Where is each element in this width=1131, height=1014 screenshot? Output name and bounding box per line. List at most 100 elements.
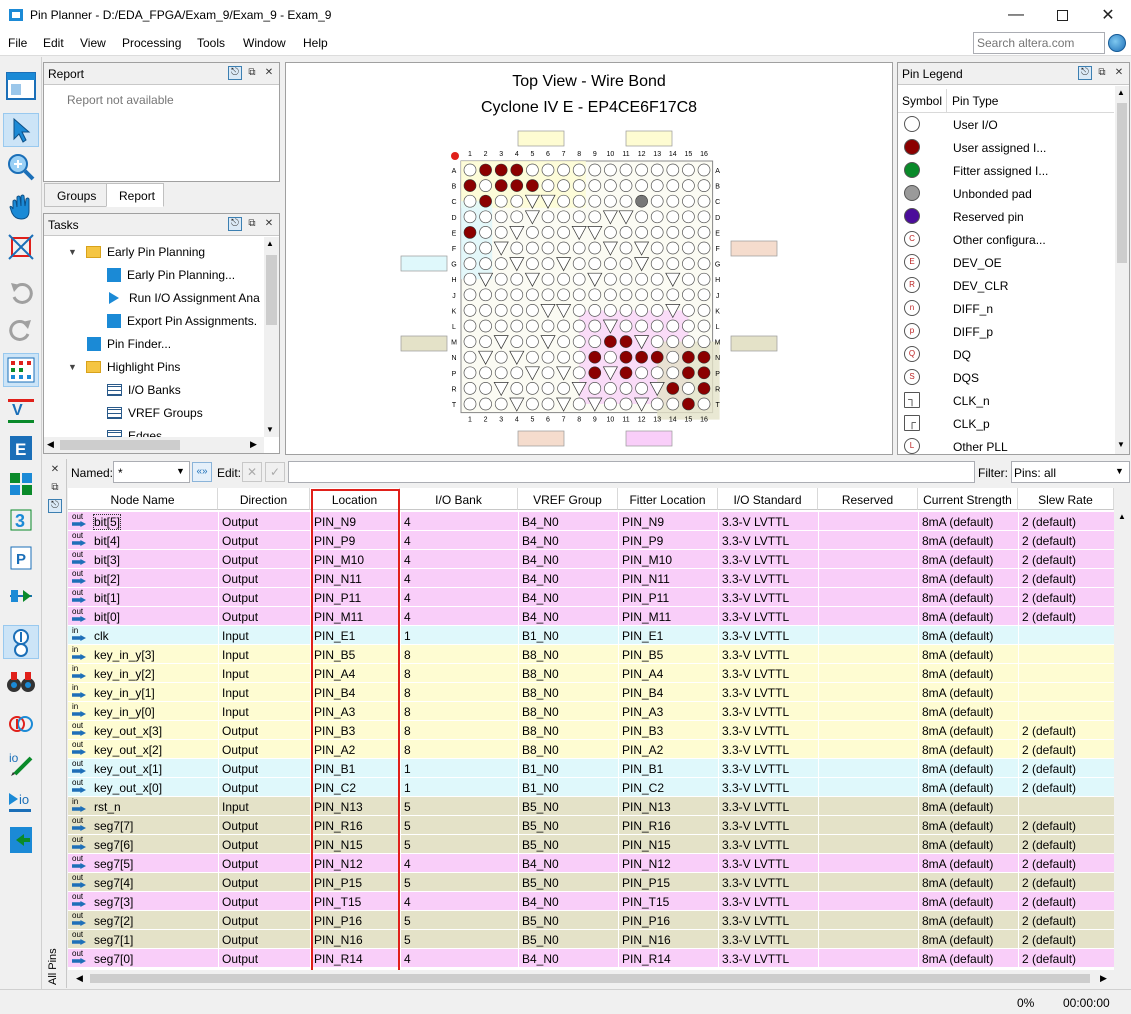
pin-icon[interactable]	[682, 257, 695, 270]
cell-bank[interactable]: 8	[404, 743, 411, 757]
cell-loc[interactable]: PIN_A2	[314, 743, 356, 757]
pin-icon[interactable]	[541, 272, 555, 286]
cell-cur[interactable]: 8mA (default)	[922, 952, 994, 966]
pin-icon[interactable]	[635, 288, 648, 302]
power-pin-icon[interactable]	[556, 304, 572, 319]
power-pin-icon[interactable]	[587, 226, 603, 241]
scroll-right-icon[interactable]: ▶	[1100, 973, 1107, 983]
assigned-pin-icon[interactable]	[619, 366, 633, 380]
search-input[interactable]	[973, 32, 1105, 54]
pin-icon[interactable]	[526, 382, 539, 395]
pin-icon[interactable]	[557, 226, 570, 239]
cell-slew[interactable]: 2 (default)	[1022, 857, 1077, 871]
pin-icon[interactable]	[650, 288, 664, 302]
assigned-pin-icon[interactable]	[604, 335, 617, 348]
cell-std[interactable]: 3.3-V LVTTL	[722, 724, 790, 738]
pin-icon[interactable]	[666, 163, 680, 177]
cell-loc[interactable]: PIN_N9	[314, 515, 357, 529]
power-pin-icon[interactable]	[493, 382, 509, 397]
cell-bank[interactable]: 5	[404, 876, 411, 890]
cell-dir[interactable]: Output	[222, 952, 259, 966]
pin-icon[interactable]	[588, 194, 602, 208]
assigned-pin-icon[interactable]	[463, 179, 477, 192]
pin-icon[interactable]	[526, 304, 539, 317]
cell-vref[interactable]: B8_N0	[522, 648, 559, 662]
cell-vref[interactable]: B5_N0	[522, 838, 559, 852]
pin-icon[interactable]	[541, 210, 555, 224]
power-pin-icon[interactable]	[556, 257, 572, 272]
cell-loc[interactable]: PIN_T15	[314, 895, 362, 909]
pin-icon[interactable]	[541, 241, 555, 255]
pin-icon[interactable]	[697, 226, 711, 239]
pin-migration-icon[interactable]	[3, 579, 39, 613]
pin-icon[interactable]	[619, 319, 633, 333]
pin-icon[interactable]	[557, 163, 570, 177]
cell-cur[interactable]: 8mA (default)	[922, 648, 994, 662]
cell-bank[interactable]: 5	[404, 914, 411, 928]
table-row[interactable]: out seg7[4] Output PIN_P15 5 B5_N0 PIN_P15 3.3-…	[68, 873, 1114, 892]
cell-dir[interactable]: Input	[222, 648, 249, 662]
cell-fit[interactable]: PIN_M11	[622, 610, 672, 624]
float-icon[interactable]: ⧉	[51, 482, 59, 493]
pin-icon[interactable]	[572, 366, 586, 380]
pin-icon[interactable]	[697, 210, 711, 224]
tab-all-pins[interactable]: All Pins	[47, 948, 59, 985]
close-button[interactable]: ✕	[1101, 7, 1115, 24]
cell-vref[interactable]: B4_N0	[522, 553, 559, 567]
menu-processing[interactable]: Processing	[122, 36, 182, 50]
tree-item-io-banks[interactable]: I/O Banks	[107, 379, 181, 401]
assigned-pin-icon[interactable]	[463, 226, 477, 239]
pin-icon[interactable]	[619, 397, 633, 411]
tree-item-pin-finder[interactable]: Pin Finder...	[87, 333, 171, 355]
scroll-up-icon[interactable]: ▲	[1117, 88, 1125, 97]
tree-item-early-pin-planning[interactable]: ▼ Early Pin Planning	[68, 245, 206, 259]
assigned-pin-icon[interactable]	[588, 366, 602, 380]
cell-loc[interactable]: PIN_M11	[314, 610, 364, 624]
table-row[interactable]: in rst_n Input PIN_N13 5 B5_N0 PIN_N13 3.3-V LV…	[68, 797, 1114, 816]
cell-cur[interactable]: 8mA (default)	[922, 705, 994, 719]
pin-icon[interactable]	[572, 194, 586, 208]
cell-vref[interactable]: B4_N0	[522, 610, 559, 624]
cell-dir[interactable]: Input	[222, 629, 249, 643]
cell-dir[interactable]: Output	[222, 781, 259, 795]
cell-std[interactable]: 3.3-V LVTTL	[722, 667, 790, 681]
cell-bank[interactable]: 4	[404, 952, 411, 966]
tab-groups[interactable]: Groups	[44, 183, 110, 207]
cell-bank[interactable]: 1	[404, 762, 411, 776]
menu-help[interactable]: Help	[303, 36, 328, 50]
cancel-edit-icon[interactable]: ✕	[242, 462, 262, 482]
cell-bank[interactable]: 4	[404, 553, 411, 567]
table-row[interactable]: out seg7[0] Output PIN_R14 4 B4_N0 PIN_R14 3.3-…	[68, 949, 1114, 968]
assigned-pin-icon[interactable]	[682, 397, 695, 411]
table-row[interactable]: out seg7[7] Output PIN_R16 5 B5_N0 PIN_R16 3.3-…	[68, 816, 1114, 835]
cell-fit[interactable]: PIN_P15	[622, 876, 671, 890]
cell-bank[interactable]: 4	[404, 857, 411, 871]
pin-icon[interactable]	[572, 241, 586, 255]
pin-icon[interactable]	[526, 163, 539, 177]
binoculars-icon[interactable]	[3, 665, 39, 699]
cell-std[interactable]: 3.3-V LVTTL	[722, 762, 790, 776]
pin-icon[interactable]	[650, 194, 664, 208]
cell-cur[interactable]: 8mA (default)	[922, 819, 994, 833]
pin-icon[interactable]	[463, 272, 477, 286]
pin-icon[interactable]	[697, 397, 711, 411]
tree-item-highlight-pins[interactable]: ▼ Highlight Pins	[68, 360, 181, 374]
pin-icon[interactable]	[526, 397, 539, 411]
cell-loc[interactable]: PIN_B4	[314, 686, 356, 700]
pin-icon[interactable]	[463, 241, 477, 255]
table-row[interactable]: in key_in_y[1] Input PIN_B4 8 B8_N0 PIN_B4 3.3-…	[68, 683, 1114, 702]
table-row[interactable]: out key_out_x[0] Output PIN_C2 1 B1_N0 PIN_C2 3…	[68, 778, 1114, 797]
filter-options-icon[interactable]: «»	[192, 462, 212, 482]
assigned-pin-icon[interactable]	[619, 335, 633, 348]
pin-icon[interactable]	[650, 210, 664, 224]
pin-icon[interactable]	[604, 272, 617, 286]
pin-icon[interactable]	[588, 241, 602, 255]
table-row[interactable]: in clk Input PIN_E1 1 B1_N0 PIN_E1 3.3-V LVTTL 8…	[68, 626, 1114, 645]
cell-bank[interactable]: 8	[404, 667, 411, 681]
legend-vscroll[interactable]: ▲ ▼	[1115, 86, 1129, 454]
cell-cur[interactable]: 8mA (default)	[922, 781, 994, 795]
cell-slew[interactable]: 2 (default)	[1022, 838, 1077, 852]
assigned-pin-icon[interactable]	[510, 179, 524, 192]
pin-icon[interactable]	[541, 397, 555, 411]
pin-icon[interactable]	[650, 319, 664, 333]
